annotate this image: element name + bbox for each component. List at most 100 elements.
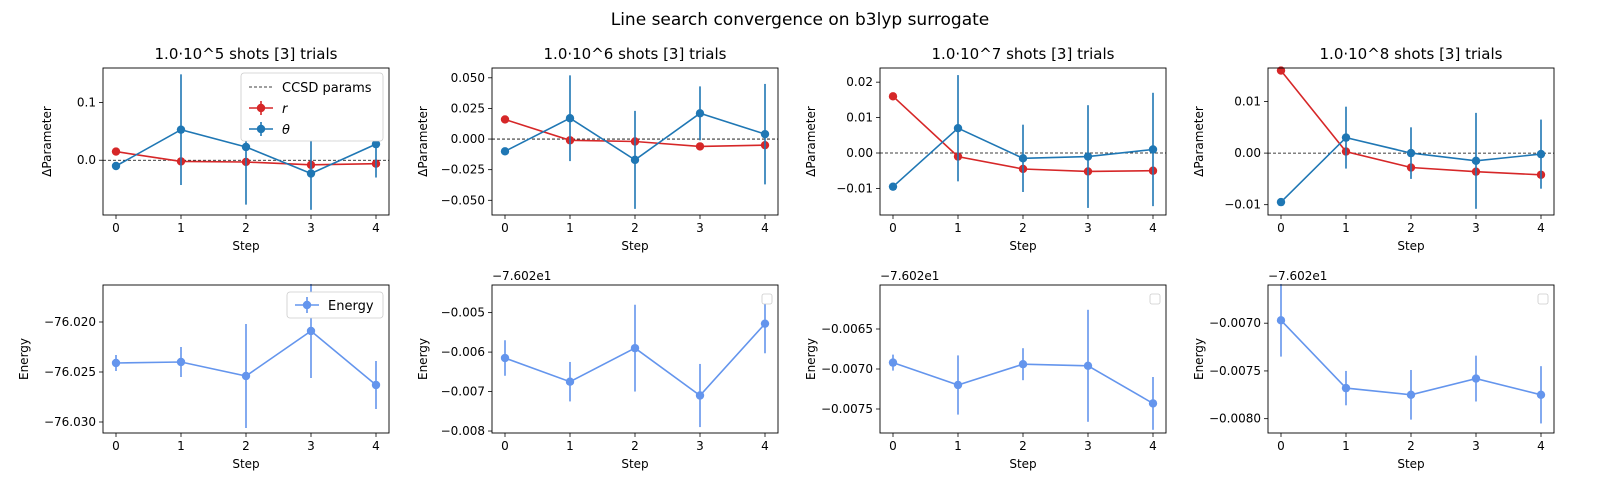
- y-tick-label: 0.000: [451, 132, 485, 146]
- data-point: [630, 155, 640, 165]
- x-axis-label: Step: [232, 239, 259, 253]
- x-tick-label: 3: [1084, 221, 1092, 235]
- y-tick-label: 0.02: [846, 75, 873, 89]
- y-tick-label: −0.0075: [1209, 364, 1261, 378]
- subplot-title: 1.0·10^5 shots [3] trials: [155, 45, 338, 63]
- x-tick-label: 4: [372, 221, 380, 235]
- x-tick-label: 2: [631, 221, 639, 235]
- y-tick-label: 0.0: [77, 153, 96, 167]
- x-tick-label: 3: [307, 221, 315, 235]
- x-tick-label: 1: [177, 221, 185, 235]
- x-axis-label: Step: [1397, 239, 1424, 253]
- x-axis-label: Step: [1397, 457, 1424, 471]
- subplot-p2: 0 1 2 3 4 −0.01 0.00 0.01 0.02 Step ΔParameter 1.0·…: [804, 45, 1167, 253]
- x-tick-label: 3: [1472, 439, 1480, 453]
- y-axis-label: ΔParameter: [416, 106, 430, 177]
- y-tick-label: 0.01: [1234, 95, 1261, 109]
- y-axis-label: Energy: [17, 338, 31, 380]
- data-point: [630, 343, 640, 353]
- x-tick-label: 2: [242, 439, 250, 453]
- x-tick-label: 0: [889, 221, 897, 235]
- x-tick-label: 0: [501, 439, 509, 453]
- y-tick-label: −0.0075: [821, 402, 873, 416]
- legend: Energy: [286, 291, 384, 319]
- x-tick-label: 2: [242, 221, 250, 235]
- x-axis-label: Step: [232, 457, 259, 471]
- data-point: [500, 115, 510, 124]
- series-energy: [1276, 284, 1546, 424]
- data-point: [306, 169, 316, 178]
- series-energy: [888, 309, 1158, 430]
- data-point: [888, 92, 898, 101]
- data-point: [1276, 66, 1286, 75]
- series-Energy: [111, 284, 381, 428]
- y-tick-label: 0.01: [846, 111, 873, 125]
- data-point: [241, 142, 251, 152]
- x-tick-label: 4: [1149, 439, 1157, 453]
- data-point: [888, 358, 898, 367]
- x-tick-label: 0: [889, 439, 897, 453]
- y-tick-label: −0.006: [441, 345, 485, 359]
- y-offset-label: −7.602e1: [1268, 269, 1327, 283]
- y-tick-label: −0.0080: [1209, 412, 1261, 426]
- x-tick-label: 1: [566, 439, 574, 453]
- data-point: [371, 380, 381, 390]
- data-point: [1276, 316, 1286, 325]
- subplot-p3: 0 1 2 3 4 −0.01 0.00 0.01 Step ΔParameter 1.0·10^8…: [1192, 45, 1555, 253]
- x-tick-label: 1: [954, 221, 962, 235]
- data-point: [695, 109, 705, 118]
- x-tick-label: 2: [1407, 439, 1415, 453]
- x-tick-label: 4: [1149, 221, 1157, 235]
- x-tick-label: 4: [761, 221, 769, 235]
- data-point: [1406, 390, 1416, 400]
- subplot-e1: 0 1 2 3 4 −0.008 −0.007 −0.006 −0.005 Step Energy −…: [416, 269, 779, 471]
- x-tick-label: 3: [307, 439, 315, 453]
- figure-title: Line search convergence on b3lyp surroga…: [611, 10, 990, 30]
- data-point: [1148, 399, 1158, 408]
- data-point: [1341, 133, 1351, 142]
- subplot-title: 1.0·10^8 shots [3] trials: [1320, 45, 1503, 63]
- data-point: [1276, 197, 1286, 207]
- y-axis-label: ΔParameter: [804, 106, 818, 177]
- x-tick-label: 2: [1019, 221, 1027, 235]
- x-axis-label: Step: [1009, 239, 1036, 253]
- y-offset-label: −7.602e1: [880, 269, 939, 283]
- data-point: [111, 161, 121, 171]
- y-axis-label: Energy: [804, 338, 818, 380]
- data-point: [953, 124, 963, 133]
- x-tick-label: 2: [1407, 221, 1415, 235]
- y-tick-label: −0.0070: [821, 362, 873, 376]
- y-tick-label: −76.025: [44, 365, 96, 379]
- x-tick-label: 0: [1277, 439, 1285, 453]
- y-axis-label: ΔParameter: [40, 106, 54, 177]
- x-tick-label: 0: [501, 221, 509, 235]
- data-point: [695, 391, 705, 400]
- data-point: [1471, 374, 1481, 383]
- data-point: [1406, 148, 1416, 158]
- data-point: [1083, 361, 1093, 370]
- x-tick-label: 1: [1342, 221, 1350, 235]
- data-point: [1018, 154, 1028, 163]
- x-tick-label: 1: [566, 221, 574, 235]
- subplot-e3: 0 1 2 3 4 −0.0080 −0.0075 −0.0070 Step Energy −7.6…: [1192, 269, 1555, 471]
- x-tick-label: 1: [954, 439, 962, 453]
- x-tick-label: 4: [1537, 221, 1545, 235]
- data-point: [1536, 149, 1546, 159]
- data-point: [111, 358, 121, 368]
- x-tick-label: 2: [1019, 439, 1027, 453]
- y-tick-label: −0.025: [441, 163, 485, 177]
- data-point: [695, 142, 705, 151]
- y-tick-label: −0.01: [836, 181, 873, 195]
- x-tick-label: 0: [112, 221, 120, 235]
- subplot-grid: 0 1 2 3 4 0.0 0.1 Step ΔParameter 1.0·10^5 shots …: [17, 45, 1555, 471]
- data-point: [760, 319, 770, 328]
- subplot-p1: 0 1 2 3 4 −0.050 −0.025 0.000 0.025 0.050 Step ΔPar…: [416, 45, 779, 253]
- legend-marker: [256, 103, 266, 113]
- legend-box: [1537, 293, 1549, 305]
- x-axis-label: Step: [621, 457, 648, 471]
- x-axis-label: Step: [621, 239, 648, 253]
- series-θ: [500, 75, 770, 209]
- x-tick-label: 1: [177, 439, 185, 453]
- data-point: [241, 371, 251, 381]
